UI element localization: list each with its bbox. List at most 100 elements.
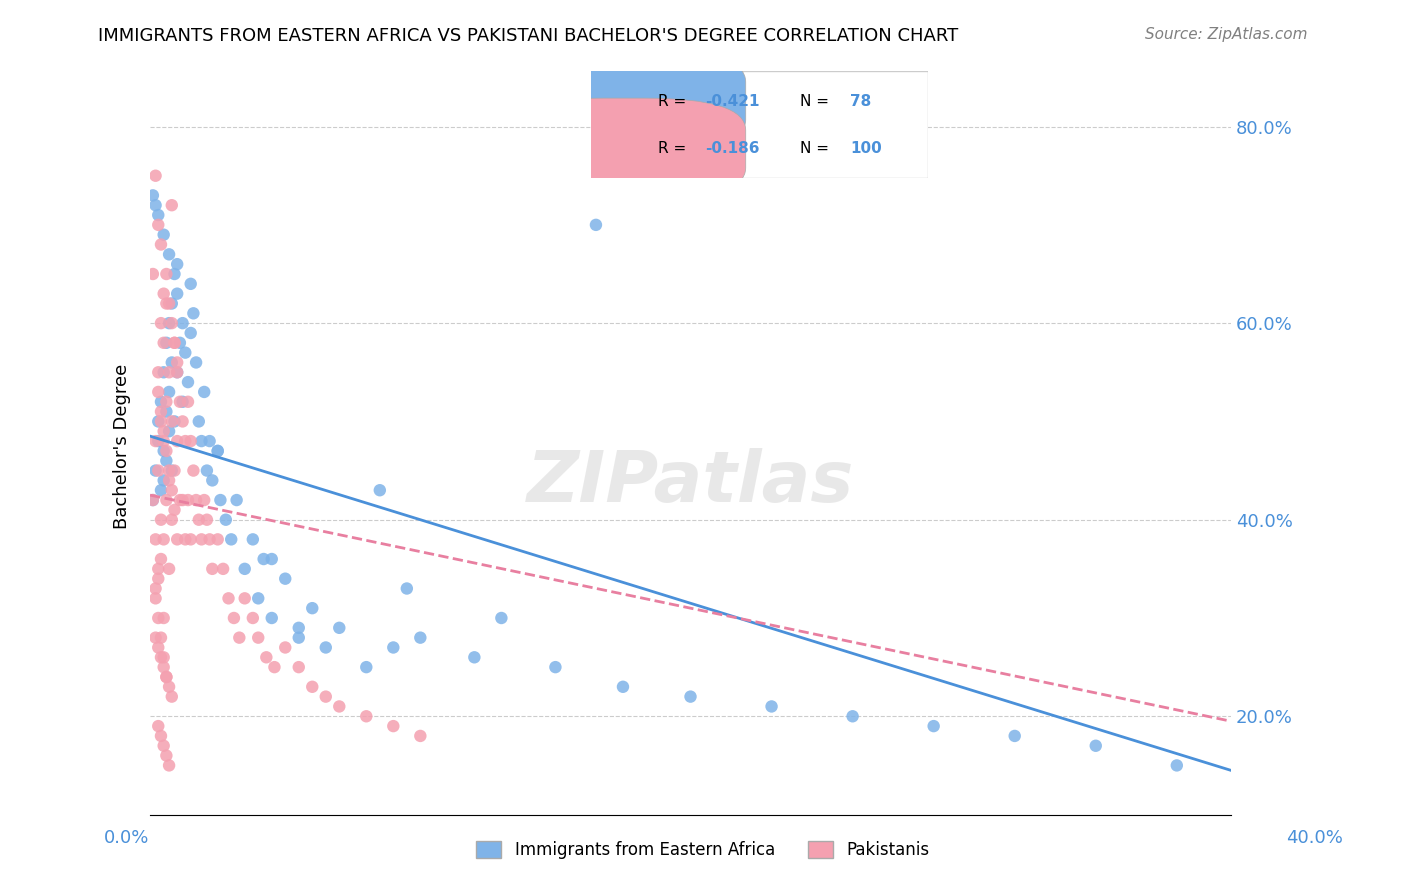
- Point: [382, 719, 405, 733]
- Point: [155, 454, 177, 468]
- Point: [169, 335, 191, 350]
- Point: [544, 660, 567, 674]
- Point: [328, 699, 350, 714]
- Point: [233, 562, 256, 576]
- Point: [148, 384, 170, 399]
- Point: [152, 365, 174, 379]
- Text: 40.0%: 40.0%: [1286, 829, 1343, 847]
- Point: [679, 690, 702, 704]
- Text: -0.186: -0.186: [706, 141, 759, 156]
- Point: [222, 611, 245, 625]
- Point: [922, 719, 945, 733]
- Text: 0.0%: 0.0%: [104, 829, 149, 847]
- Point: [328, 621, 350, 635]
- Point: [163, 267, 186, 281]
- Point: [242, 611, 264, 625]
- Point: [409, 631, 432, 645]
- Point: [149, 650, 172, 665]
- Point: [184, 355, 207, 369]
- Point: [160, 513, 183, 527]
- FancyBboxPatch shape: [503, 50, 745, 152]
- Point: [152, 533, 174, 547]
- Point: [155, 493, 177, 508]
- Point: [163, 335, 186, 350]
- Point: [177, 493, 200, 508]
- Point: [356, 660, 378, 674]
- Point: [160, 483, 183, 498]
- Point: [157, 680, 180, 694]
- Point: [395, 582, 418, 596]
- Point: [160, 296, 183, 310]
- Point: [169, 493, 191, 508]
- Point: [152, 227, 174, 242]
- Point: [166, 355, 188, 369]
- Point: [463, 650, 485, 665]
- Point: [212, 562, 235, 576]
- Point: [287, 631, 309, 645]
- Point: [148, 434, 170, 448]
- Point: [160, 316, 183, 330]
- Point: [148, 719, 170, 733]
- Point: [247, 591, 270, 606]
- Point: [148, 640, 170, 655]
- Point: [145, 582, 167, 596]
- Point: [315, 640, 337, 655]
- Point: [149, 394, 172, 409]
- Point: [180, 533, 202, 547]
- Point: [287, 660, 309, 674]
- Point: [152, 434, 174, 448]
- Point: [148, 208, 170, 222]
- Point: [1084, 739, 1107, 753]
- Point: [177, 394, 200, 409]
- Point: [198, 434, 221, 448]
- Point: [155, 267, 177, 281]
- Point: [148, 365, 170, 379]
- Point: [145, 198, 167, 212]
- Point: [356, 709, 378, 723]
- Point: [315, 690, 337, 704]
- Point: [149, 552, 172, 566]
- Point: [148, 572, 170, 586]
- Point: [157, 464, 180, 478]
- Point: [368, 483, 391, 498]
- Text: IMMIGRANTS FROM EASTERN AFRICA VS PAKISTANI BACHELOR'S DEGREE CORRELATION CHART: IMMIGRANTS FROM EASTERN AFRICA VS PAKIST…: [98, 27, 959, 45]
- Point: [145, 533, 167, 547]
- Text: ZIPatlas: ZIPatlas: [527, 449, 855, 517]
- Point: [218, 591, 240, 606]
- Point: [195, 513, 218, 527]
- Point: [219, 533, 242, 547]
- Point: [247, 631, 270, 645]
- Point: [149, 237, 172, 252]
- Point: [152, 739, 174, 753]
- Point: [180, 277, 202, 291]
- Legend: Immigrants from Eastern Africa, Pakistanis: Immigrants from Eastern Africa, Pakistan…: [470, 834, 936, 866]
- Point: [166, 286, 188, 301]
- Text: Source: ZipAtlas.com: Source: ZipAtlas.com: [1144, 27, 1308, 42]
- Point: [149, 631, 172, 645]
- Point: [260, 552, 283, 566]
- FancyBboxPatch shape: [591, 71, 928, 178]
- Point: [612, 680, 634, 694]
- Point: [209, 493, 232, 508]
- Point: [174, 345, 197, 359]
- Point: [1166, 758, 1188, 772]
- Point: [142, 267, 165, 281]
- Point: [155, 670, 177, 684]
- Point: [145, 464, 167, 478]
- Point: [166, 257, 188, 271]
- Text: R =: R =: [658, 141, 692, 156]
- Point: [160, 414, 183, 428]
- Point: [172, 316, 194, 330]
- Point: [253, 552, 276, 566]
- Point: [160, 355, 183, 369]
- Point: [195, 464, 218, 478]
- Y-axis label: Bachelor's Degree: Bachelor's Degree: [114, 363, 131, 529]
- Point: [163, 335, 186, 350]
- Point: [163, 414, 186, 428]
- Point: [148, 414, 170, 428]
- Point: [183, 464, 205, 478]
- Point: [190, 533, 212, 547]
- Point: [149, 414, 172, 428]
- Point: [152, 286, 174, 301]
- Point: [207, 444, 229, 458]
